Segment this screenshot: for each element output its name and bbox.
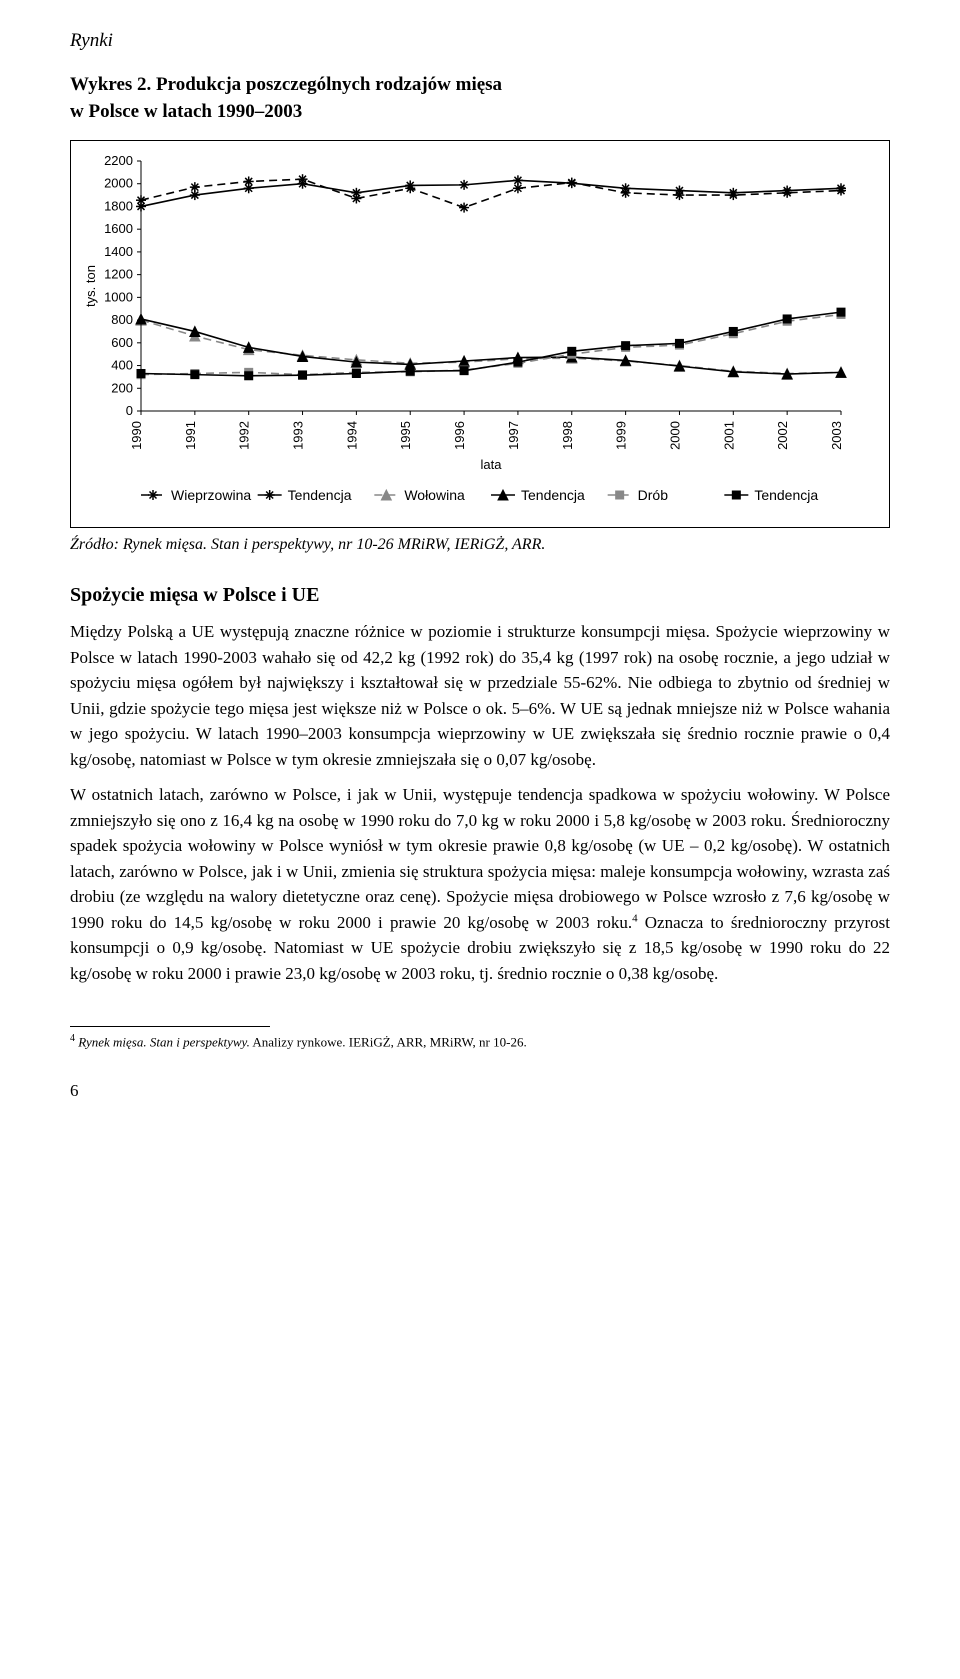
svg-text:600: 600 (111, 335, 133, 350)
svg-text:Wieprzowina: Wieprzowina (171, 487, 251, 503)
svg-text:1000: 1000 (104, 290, 133, 305)
footnote-plain: Analizy rynkowe. IERiGŻ, ARR, MRiRW, nr … (250, 1035, 527, 1050)
paragraph-2: W ostatnich latach, zarówno w Polsce, i … (70, 782, 890, 986)
svg-text:0: 0 (126, 403, 133, 418)
chart-title-line1: Wykres 2. Produkcja poszczególnych rodza… (70, 74, 502, 95)
source-text: Źródło: Rynek mięsa. Stan i perspektywy,… (70, 536, 890, 554)
svg-text:1991: 1991 (183, 421, 198, 450)
svg-text:2000: 2000 (667, 421, 682, 450)
svg-text:800: 800 (111, 312, 133, 327)
svg-text:1995: 1995 (398, 421, 413, 450)
chart-container: 0 200 400 600 800 1000 1200 1400 1600 1800 2000 220… (70, 140, 890, 528)
subsection-title: Spożycie mięsa w Polsce i UE (70, 584, 890, 607)
svg-text:tys. ton: tys. ton (83, 265, 98, 307)
page-number: 6 (70, 1081, 890, 1101)
svg-text:2000: 2000 (104, 176, 133, 191)
svg-text:2001: 2001 (721, 421, 736, 450)
svg-text:1997: 1997 (506, 421, 521, 450)
svg-text:200: 200 (111, 380, 133, 395)
svg-text:1800: 1800 (104, 199, 133, 214)
chart-title-line2: w Polsce w latach 1990–2003 (70, 101, 302, 122)
chart-svg: 0 200 400 600 800 1000 1200 1400 1600 1800 2000 220… (81, 151, 861, 517)
footnote-italic: Rynek mięsa. Stan i perspektywy. (75, 1035, 250, 1050)
svg-text:1990: 1990 (129, 421, 144, 450)
chart-title: Wykres 2. Produkcja poszczególnych rodza… (70, 72, 890, 125)
svg-text:2200: 2200 (104, 153, 133, 168)
svg-text:2003: 2003 (829, 421, 844, 450)
svg-text:lata: lata (481, 457, 503, 472)
svg-text:1600: 1600 (104, 221, 133, 236)
svg-text:Wołowina: Wołowina (404, 487, 465, 503)
svg-text:Tendencja: Tendencja (754, 487, 818, 503)
svg-text:Tendencja: Tendencja (288, 487, 352, 503)
svg-text:Tendencja: Tendencja (521, 487, 585, 503)
svg-text:1998: 1998 (560, 421, 575, 450)
svg-text:1996: 1996 (452, 421, 467, 450)
footnote: 4 Rynek mięsa. Stan i perspektywy. Anali… (70, 1033, 890, 1050)
svg-text:1400: 1400 (104, 244, 133, 259)
svg-text:2002: 2002 (775, 421, 790, 450)
paragraph-2a: W ostatnich latach, zarówno w Polsce, i … (70, 785, 890, 932)
svg-text:Drób: Drób (638, 487, 669, 503)
svg-text:1993: 1993 (291, 421, 306, 450)
svg-text:1200: 1200 (104, 267, 133, 282)
svg-text:1992: 1992 (237, 421, 252, 450)
svg-text:400: 400 (111, 358, 133, 373)
section-header: Rynki (70, 30, 890, 52)
svg-text:1994: 1994 (344, 421, 359, 450)
svg-text:1999: 1999 (614, 421, 629, 450)
footnote-rule (70, 1026, 270, 1027)
paragraph-1: Między Polską a UE występują znaczne róż… (70, 619, 890, 772)
